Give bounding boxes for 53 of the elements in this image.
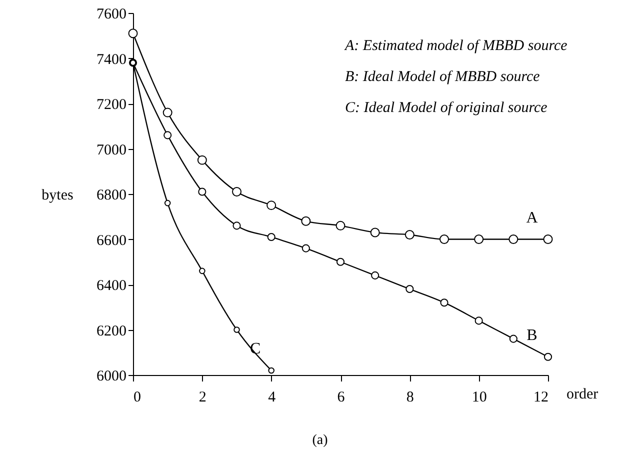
point	[164, 200, 171, 206]
series-label: B	[526, 326, 538, 344]
x-tick-label: 12	[534, 390, 548, 406]
x-tick-label: 8	[406, 390, 414, 406]
point	[268, 367, 274, 374]
x-tick-label: 0	[134, 390, 141, 406]
point	[199, 268, 206, 274]
y-tick-label: 6800	[96, 188, 126, 204]
y-axis-title: bytes	[42, 188, 74, 204]
point	[266, 200, 276, 210]
x-tick-label: 4	[268, 390, 276, 406]
point	[302, 244, 310, 252]
x-tick-label: 10	[472, 390, 487, 406]
point	[474, 234, 484, 244]
x-tick-label: 6	[337, 390, 346, 406]
point	[440, 234, 449, 244]
point	[404, 230, 414, 240]
y-tick-label: 7600	[96, 6, 126, 22]
point	[406, 284, 414, 294]
annotation: B: Ideal Model of MBBD source	[345, 69, 540, 85]
point	[197, 155, 207, 165]
point	[509, 334, 518, 343]
x-axis-title: order	[566, 386, 598, 402]
y-tick-label: 7000	[96, 142, 126, 158]
point	[370, 228, 380, 238]
y-tick-label: 6400	[96, 278, 126, 294]
point	[232, 187, 242, 196]
series-label: A	[526, 209, 538, 226]
point	[301, 216, 311, 226]
point	[544, 352, 552, 361]
point	[198, 188, 206, 196]
point	[508, 234, 518, 244]
y-tick-label: 6600	[96, 232, 126, 249]
point	[440, 298, 448, 307]
point	[232, 222, 241, 230]
annotation: C: Ideal Model of original source	[345, 100, 548, 116]
point	[474, 316, 483, 325]
y-tick-label: 6000	[96, 368, 126, 384]
point	[543, 234, 553, 244]
text: (a)	[312, 433, 328, 448]
x-tick-label: 2	[198, 390, 206, 406]
y-tick-label: 6200	[96, 323, 126, 340]
point	[128, 28, 138, 38]
point	[336, 220, 346, 230]
annotation: A: Estimated model of MBBD source	[344, 38, 568, 54]
point	[164, 131, 172, 140]
point	[336, 258, 345, 266]
point	[234, 326, 240, 333]
y-tick-label: 7200	[96, 97, 126, 113]
point	[371, 271, 380, 280]
point	[162, 108, 172, 118]
point	[267, 232, 276, 242]
y-tick-label: 7400	[96, 52, 126, 68]
